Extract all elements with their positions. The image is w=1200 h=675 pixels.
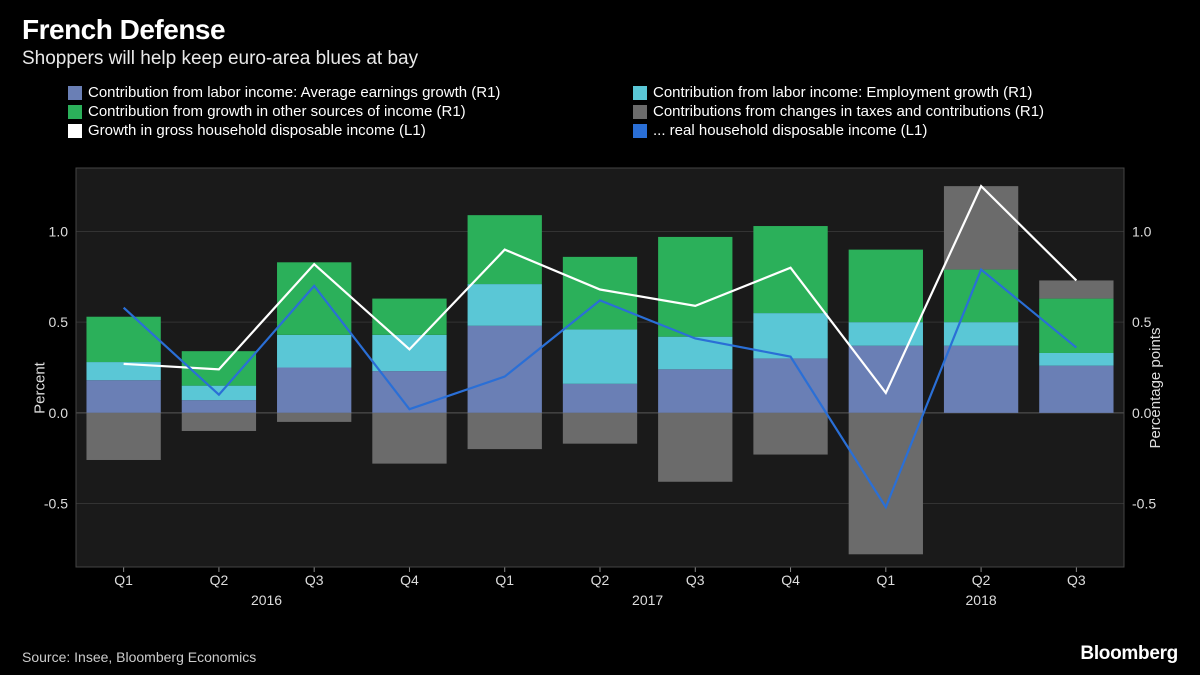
bar-segment — [849, 413, 923, 554]
ytick-label-left: -0.5 — [44, 496, 68, 512]
bar-segment — [944, 186, 1018, 269]
bar-segment — [1039, 280, 1113, 298]
legend-label: Contribution from labor income: Average … — [88, 84, 500, 101]
bar-segment — [468, 413, 542, 449]
source-text: Source: Insee, Bloomberg Economics — [22, 649, 256, 665]
ytick-label-right: -0.5 — [1132, 496, 1156, 512]
legend-item: ... real household disposable income (L1… — [633, 122, 1178, 139]
xtick-label: Q2 — [972, 572, 991, 588]
y-axis-label-right: Percentage points — [1147, 327, 1164, 448]
legend-swatch — [633, 105, 647, 119]
xtick-label: Q3 — [686, 572, 705, 588]
bar-segment — [86, 413, 160, 460]
bar-segment — [468, 284, 542, 326]
bar-segment — [849, 250, 923, 323]
legend-label: ... real household disposable income (L1… — [653, 122, 927, 139]
bar-segment — [277, 335, 351, 368]
legend-label: Growth in gross household disposable inc… — [88, 122, 426, 139]
bar-segment — [372, 413, 446, 464]
bar-segment — [658, 369, 732, 413]
chart-svg: -0.5-0.50.00.00.50.51.01.0Q1Q2Q3Q4Q1Q2Q3… — [22, 160, 1178, 615]
ytick-label-left: 1.0 — [49, 223, 69, 239]
bar-segment — [563, 413, 637, 444]
year-label: 2016 — [251, 592, 282, 608]
xtick-label: Q1 — [114, 572, 133, 588]
bar-segment — [182, 386, 256, 401]
bar-segment — [86, 380, 160, 413]
bar-segment — [277, 413, 351, 422]
bar-segment — [182, 413, 256, 431]
y-axis-label-left: Percent — [31, 362, 48, 414]
legend-swatch — [633, 86, 647, 100]
xtick-label: Q4 — [400, 572, 419, 588]
legend-swatch — [68, 86, 82, 100]
bar-segment — [753, 413, 827, 455]
xtick-label: Q2 — [210, 572, 229, 588]
bar-segment — [563, 329, 637, 383]
xtick-label: Q3 — [305, 572, 324, 588]
bar-segment — [372, 299, 446, 335]
legend-swatch — [633, 124, 647, 138]
year-label: 2018 — [966, 592, 997, 608]
bar-segment — [849, 346, 923, 413]
bar-segment — [1039, 353, 1113, 366]
bar-segment — [658, 337, 732, 370]
xtick-label: Q1 — [876, 572, 895, 588]
legend-item: Contribution from labor income: Employme… — [633, 84, 1178, 101]
bar-segment — [563, 384, 637, 413]
bar-segment — [372, 371, 446, 413]
legend-swatch — [68, 124, 82, 138]
legend-swatch — [68, 105, 82, 119]
xtick-label: Q3 — [1067, 572, 1086, 588]
ytick-label-right: 1.0 — [1132, 223, 1152, 239]
chart-area: Percent Percentage points -0.5-0.50.00.0… — [22, 160, 1178, 615]
chart-title: French Defense — [22, 14, 1178, 46]
xtick-label: Q4 — [781, 572, 800, 588]
ytick-label-left: 0.5 — [49, 314, 69, 330]
bar-segment — [753, 358, 827, 412]
bar-segment — [468, 326, 542, 413]
legend-label: Contributions from changes in taxes and … — [653, 103, 1044, 120]
legend-item: Contribution from growth in other source… — [68, 103, 613, 120]
ytick-label-left: 0.0 — [49, 405, 69, 421]
bar-segment — [277, 262, 351, 335]
bar-segment — [372, 335, 446, 371]
xtick-label: Q2 — [591, 572, 610, 588]
bloomberg-logo: Bloomberg — [1080, 643, 1178, 665]
bar-segment — [277, 368, 351, 413]
legend-label: Contribution from growth in other source… — [88, 103, 466, 120]
bar-segment — [86, 317, 160, 362]
bar-segment — [944, 346, 1018, 413]
legend-item: Growth in gross household disposable inc… — [68, 122, 613, 139]
xtick-label: Q1 — [495, 572, 514, 588]
chart-legend: Contribution from labor income: Average … — [0, 76, 1200, 143]
bar-segment — [182, 400, 256, 413]
year-label: 2017 — [632, 592, 663, 608]
bar-segment — [658, 237, 732, 337]
bar-segment — [658, 413, 732, 482]
legend-item: Contributions from changes in taxes and … — [633, 103, 1178, 120]
legend-item: Contribution from labor income: Average … — [68, 84, 613, 101]
legend-label: Contribution from labor income: Employme… — [653, 84, 1032, 101]
bar-segment — [1039, 366, 1113, 413]
bar-segment — [944, 270, 1018, 323]
chart-subtitle: Shoppers will help keep euro-area blues … — [22, 48, 1178, 70]
